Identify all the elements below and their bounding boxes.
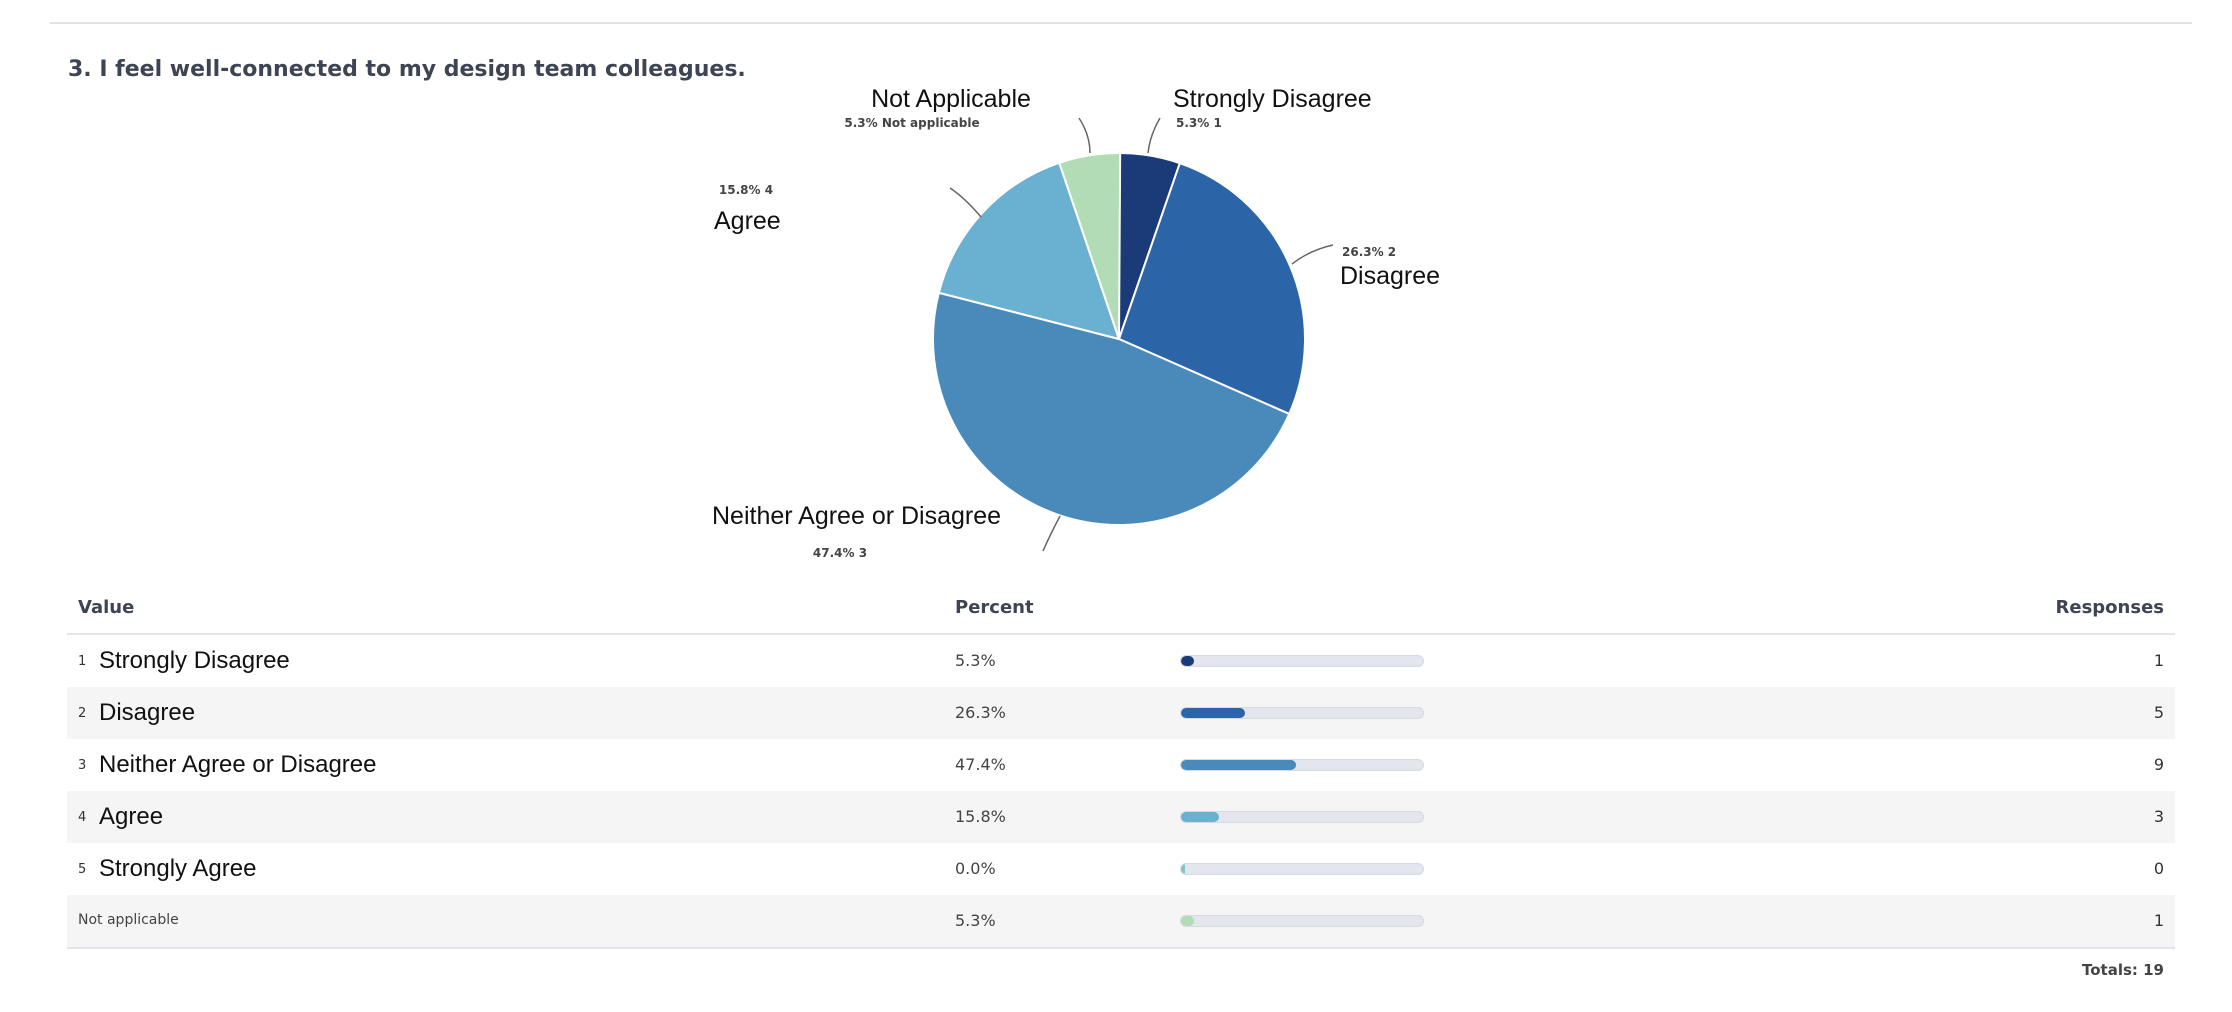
leader-line-disagree	[1291, 244, 1334, 265]
label-strongly-disagree: Strongly Disagree	[1173, 85, 1372, 113]
leader-line-not-applicable	[1078, 117, 1091, 154]
row-percent: 5.3%	[955, 651, 996, 670]
detail-agree: 15.8% 4	[719, 183, 773, 197]
row-responses: 1	[2153, 911, 2164, 930]
row-percent: 15.8%	[955, 807, 1006, 826]
percent-bar	[1180, 707, 1424, 719]
row-percent: 5.3%	[955, 911, 996, 930]
row-percent: 26.3%	[955, 703, 1006, 722]
row-label: Neither Agree or Disagree	[99, 751, 377, 778]
table-row: 4 Agree 15.8% 3	[67, 791, 2175, 843]
row-label: Agree	[99, 803, 164, 830]
percent-bar-fill	[1181, 916, 1194, 926]
detail-not-applicable: 5.3% Not applicable	[844, 116, 979, 130]
row-number: 4	[78, 810, 87, 825]
percent-bar	[1180, 759, 1424, 771]
percent-bar	[1180, 655, 1424, 667]
row-label: Not applicable	[78, 912, 179, 928]
percent-bar-fill	[1181, 812, 1220, 822]
results-table: Value Percent Responses 1 Strongly Disagr…	[67, 583, 2175, 989]
leader-line-neither	[1042, 515, 1061, 552]
table-row: 2 Disagree 26.3% 5	[67, 687, 2175, 739]
percent-bar	[1180, 863, 1424, 875]
row-responses: 0	[2153, 859, 2164, 878]
table-row: 1 Strongly Disagree 5.3% 1	[67, 635, 2175, 687]
label-disagree: Disagree	[1340, 262, 1440, 290]
row-label: Strongly Disagree	[99, 647, 290, 674]
table-footer: Totals: 19	[67, 947, 2175, 989]
detail-neither: 47.4% 3	[813, 546, 867, 560]
row-number: 1	[78, 654, 87, 669]
row-percent: 0.0%	[955, 859, 996, 878]
table-row: 3 Neither Agree or Disagree 47.4% 9	[67, 739, 2175, 791]
pie-chart: Not Applicable 5.3% Not applicable Stron…	[712, 85, 1440, 560]
row-number: 3	[78, 758, 87, 773]
question-title: 3. I feel well-connected to my design te…	[68, 57, 746, 82]
totals: Totals: 19	[2081, 961, 2164, 979]
detail-disagree: 26.3% 2	[1342, 245, 1396, 259]
label-agree: Agree	[714, 207, 781, 235]
leader-line-agree	[949, 187, 982, 218]
header-responses[interactable]: Responses	[2055, 597, 2164, 618]
row-number: 5	[78, 862, 87, 877]
row-responses: 9	[2153, 755, 2164, 774]
row-number: 2	[78, 706, 87, 721]
row-responses: 5	[2153, 703, 2164, 722]
row-label: Disagree	[99, 699, 196, 726]
header-percent[interactable]: Percent	[955, 597, 1034, 618]
pie-slice-neither-agree-or-disagree[interactable]	[932, 291, 1291, 526]
row-label: Strongly Agree	[99, 855, 257, 882]
row-responses: 1	[2153, 651, 2164, 670]
pie-slice-disagree[interactable]	[1117, 161, 1306, 416]
percent-bar-fill	[1181, 864, 1185, 874]
pie-slice-not-applicable[interactable]	[1058, 152, 1122, 340]
percent-bar	[1180, 811, 1424, 823]
leader-line-strongly-disagree	[1147, 117, 1161, 154]
percent-bar-fill	[1181, 656, 1194, 666]
detail-strongly-disagree: 5.3% 1	[1176, 116, 1222, 130]
label-not-applicable: Not Applicable	[871, 85, 1031, 113]
table-header: Value Percent Responses	[67, 583, 2175, 635]
percent-bar-fill	[1181, 760, 1296, 770]
table-row: 5 Strongly Agree 0.0% 0	[67, 843, 2175, 895]
header-value[interactable]: Value	[78, 597, 135, 618]
label-neither: Neither Agree or Disagree	[712, 502, 1001, 530]
top-divider	[50, 22, 2192, 24]
table-row: Not applicable 5.3% 1	[67, 895, 2175, 947]
percent-bar	[1180, 915, 1424, 927]
row-responses: 3	[2153, 807, 2164, 826]
row-percent: 47.4%	[955, 755, 1006, 774]
percent-bar-fill	[1181, 708, 1245, 718]
